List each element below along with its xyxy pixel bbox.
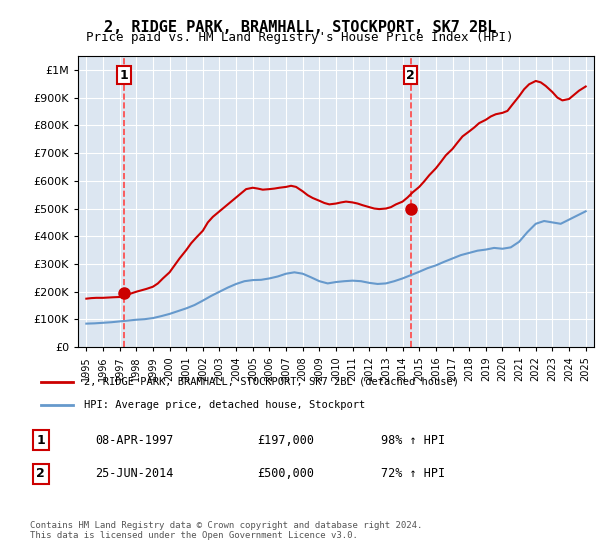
Text: 2, RIDGE PARK, BRAMHALL, STOCKPORT, SK7 2BL: 2, RIDGE PARK, BRAMHALL, STOCKPORT, SK7 … bbox=[104, 20, 496, 35]
Text: 25-JUN-2014: 25-JUN-2014 bbox=[95, 467, 173, 480]
Text: Contains HM Land Registry data © Crown copyright and database right 2024.
This d: Contains HM Land Registry data © Crown c… bbox=[30, 521, 422, 540]
Text: £197,000: £197,000 bbox=[257, 433, 314, 446]
Text: HPI: Average price, detached house, Stockport: HPI: Average price, detached house, Stoc… bbox=[84, 400, 365, 410]
Text: £500,000: £500,000 bbox=[257, 467, 314, 480]
Text: 2: 2 bbox=[406, 69, 415, 82]
Text: 98% ↑ HPI: 98% ↑ HPI bbox=[381, 433, 445, 446]
Text: 2: 2 bbox=[37, 467, 45, 480]
Text: Price paid vs. HM Land Registry's House Price Index (HPI): Price paid vs. HM Land Registry's House … bbox=[86, 31, 514, 44]
Text: 08-APR-1997: 08-APR-1997 bbox=[95, 433, 173, 446]
Text: 1: 1 bbox=[37, 433, 45, 446]
Text: 72% ↑ HPI: 72% ↑ HPI bbox=[381, 467, 445, 480]
Text: 1: 1 bbox=[120, 69, 128, 82]
Text: 2, RIDGE PARK, BRAMHALL, STOCKPORT, SK7 2BL (detached house): 2, RIDGE PARK, BRAMHALL, STOCKPORT, SK7 … bbox=[84, 376, 459, 386]
